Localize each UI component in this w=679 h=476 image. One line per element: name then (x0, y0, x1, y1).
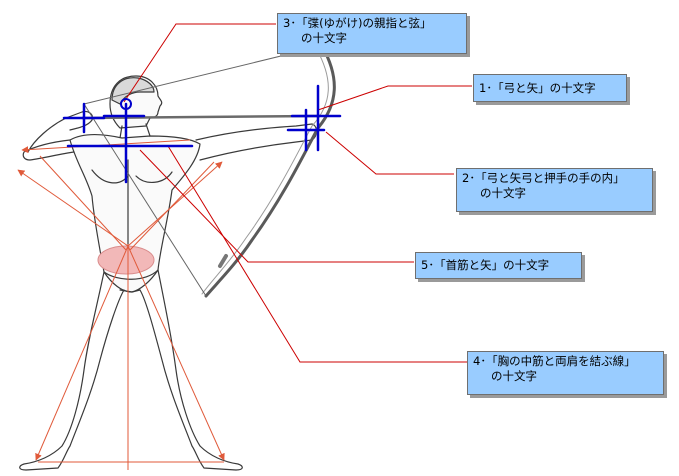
callout-1: 1･「弓と矢」の十文字 (473, 74, 627, 102)
archer-right-leg (139, 269, 243, 471)
archer-neck (119, 123, 151, 139)
guide-to-left-hand (17, 169, 129, 247)
callout-3-line1: 3･「弽(ゆがけ)の親指と弦」 (283, 16, 432, 30)
guide-to-left-foot (35, 245, 129, 461)
archer-left-leg (19, 271, 125, 471)
guide-lines (17, 139, 225, 470)
bow-limb (204, 44, 336, 298)
callout-1-line1: 1･「弓と矢」の十文字 (479, 81, 596, 95)
arrow-shaft (81, 114, 321, 120)
cross-marks (62, 84, 342, 184)
callout-5: 5･「首筋と矢」の十文字 (415, 252, 582, 279)
callout-2-line1: 2･「弓と矢弓と押手の手の内」 (462, 171, 625, 185)
archer-loin (103, 269, 159, 293)
leader-lines (123, 23, 472, 363)
leader-1 (317, 85, 472, 111)
leader-4 (167, 145, 472, 363)
archer-hair (111, 77, 155, 105)
guide-diagonal-left (39, 155, 127, 251)
bow-string (83, 45, 323, 297)
guide-to-right-hand (127, 161, 223, 247)
hara-ellipse (97, 245, 155, 275)
callout-5-line1: 5･「首筋と矢」の十文字 (421, 258, 550, 272)
guide-diagonal-right (129, 161, 215, 251)
archer-figure (19, 75, 318, 471)
bow (83, 44, 336, 298)
callout-4: 4･「胸の中筋と両肩を結ぶ線」 の十文字 (467, 351, 664, 395)
callout-2: 2･「弓と矢弓と押手の手の内」 の十文字 (456, 168, 653, 212)
bow-grip-wrap (218, 254, 228, 268)
callout-2-line2: の十文字 (480, 186, 526, 200)
callout-4-line2: の十文字 (491, 369, 537, 383)
callout-4-line1: 4･「胸の中筋と両肩を結ぶ線」 (473, 354, 636, 368)
leader-5 (139, 149, 414, 263)
leader-2 (325, 131, 454, 175)
leader-3 (123, 23, 276, 103)
guide-to-right-foot (127, 245, 225, 461)
bow-limb-inner (201, 47, 329, 295)
callout-3: 3･「弽(ゆがけ)の親指と弦」 の十文字 (277, 13, 467, 54)
callout-3-line2: の十文字 (301, 31, 347, 45)
